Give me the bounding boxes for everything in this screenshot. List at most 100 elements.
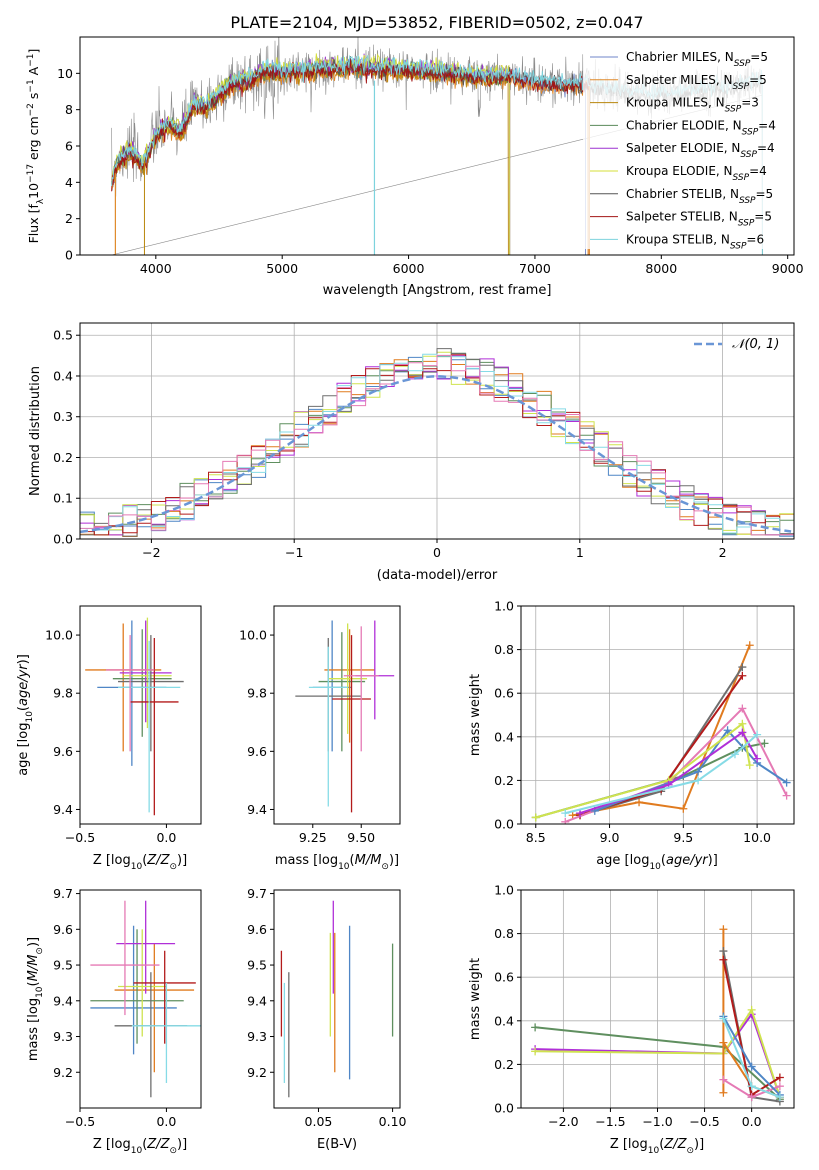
- y-axis-label: Flux [fλ10−17 erg cm−2 s−1 A−1]: [26, 49, 46, 244]
- weight-point-marker: [635, 798, 644, 807]
- spectrum-legend: Chabrier MILES, NSSP=5 Salpeter MILES, NS…: [583, 45, 788, 251]
- y-tick-label: 8: [65, 102, 73, 117]
- x-tick-label: −1.5: [595, 1114, 625, 1129]
- weight-point-marker: [745, 761, 754, 770]
- y-tick-label: 10.0: [45, 628, 73, 643]
- y-tick-label: 10: [57, 66, 73, 81]
- x-tick-label: 0.0: [156, 830, 176, 845]
- axes-mass-vs-Z: −0.5 0.0 9.2 9.3 9.4 9.5 9.6 9.7: [53, 886, 202, 1129]
- histogram-step: [80, 354, 794, 536]
- y-tick-label: 9.7: [53, 886, 73, 901]
- x-tick-label: 9.50: [347, 830, 375, 845]
- y-tick-label: 0.2: [494, 773, 514, 788]
- x-tick-label: 8000: [645, 261, 677, 276]
- x-tick-label: 6000: [393, 261, 425, 276]
- y-axis-label: mass [log10(M/M⊙)]: [26, 937, 45, 1061]
- y-tick-label: 9.5: [247, 958, 267, 973]
- y-tick-label: 0.4: [53, 368, 73, 383]
- x-tick-label: −1: [285, 545, 303, 560]
- plot-area: [531, 641, 791, 824]
- y-tick-label: 0.2: [53, 450, 73, 465]
- x-tick-label: 0.0: [742, 1114, 762, 1129]
- x-axis-label: mass [log10(M/M⊙)]: [275, 853, 399, 872]
- weight-point-marker: [745, 641, 754, 650]
- y-tick-label: 9.6: [53, 922, 73, 937]
- weight-point-marker: [747, 1062, 756, 1071]
- axes-frame: [520, 605, 795, 825]
- x-tick-label: 0.10: [379, 1114, 407, 1129]
- x-axis-label: Z [log10(Z/Z⊙)]: [93, 853, 187, 872]
- figure-title: PLATE=2104, MJD=53852, FIBERID=0502, z=0…: [230, 13, 643, 32]
- weight-point-marker: [694, 767, 703, 776]
- legend-label: Chabrier STELIB, NSSP=5: [626, 187, 773, 206]
- x-tick-label: 8.5: [526, 830, 546, 845]
- weight-point-marker: [561, 817, 570, 824]
- y-tick-label: 1.0: [494, 599, 514, 614]
- weight-series-line: [579, 730, 758, 815]
- axes-mass-vs-EBV: 0.05 0.10 9.2 9.3 9.4 9.5 9.6 9.7: [247, 886, 406, 1129]
- y-tick-label: 0.6: [494, 970, 514, 985]
- y-tick-label: 6: [65, 139, 73, 154]
- legend-label: Salpeter MILES, NSSP=5: [626, 73, 767, 92]
- x-tick-label: −2.0: [548, 1114, 578, 1129]
- model-spectrum-line: [111, 62, 509, 255]
- weight-point-marker: [738, 719, 747, 728]
- x-tick-label: 9.0: [600, 830, 620, 845]
- weight-point-marker: [747, 1093, 756, 1102]
- model-spectrum-line: [111, 62, 589, 255]
- x-axis-label: E(B-V): [317, 1137, 357, 1152]
- y-tick-label: 9.4: [247, 993, 267, 1008]
- x-tick-label: 9000: [772, 261, 804, 276]
- y-tick-label: 0.3: [53, 409, 73, 424]
- x-tick-label: 0: [433, 545, 441, 560]
- y-tick-label: 9.6: [247, 744, 267, 759]
- y-tick-label: 0.2: [494, 1057, 514, 1072]
- x-tick-label: 9.25: [299, 830, 327, 845]
- y-tick-label: 9.2: [53, 1065, 73, 1080]
- weight-point-marker: [679, 804, 688, 813]
- y-axis-label: age [log10(age/yr)]: [16, 654, 35, 776]
- legend-label: Salpeter ELODIE, NSSP=4: [626, 141, 775, 160]
- x-axis-label: (data-model)/error: [377, 568, 498, 583]
- axes-frame: [79, 605, 202, 825]
- axes-age-vs-mass: 9.25 9.50 9.4 9.6 9.8 10.0: [239, 605, 401, 845]
- x-tick-label: −2: [142, 545, 160, 560]
- x-tick-label: 9.5: [673, 830, 693, 845]
- y-tick-label: 0: [65, 248, 73, 263]
- weight-point-marker: [738, 663, 747, 672]
- y-tick-label: 1.0: [494, 883, 514, 898]
- legend-label: 𝒩(0, 1): [732, 337, 779, 352]
- model-spectrum-line: [111, 59, 590, 255]
- legend-label: Kroupa MILES, NSSP=3: [626, 96, 759, 115]
- x-tick-label: 10.0: [743, 830, 771, 845]
- plot-area: [531, 925, 784, 1106]
- weight-point-marker: [775, 1073, 784, 1082]
- x-tick-label: 7000: [519, 261, 551, 276]
- y-tick-label: 0.0: [494, 1101, 514, 1116]
- y-tick-label: 2: [65, 211, 73, 226]
- y-tick-label: 0.4: [494, 1013, 514, 1028]
- y-tick-label: 0.8: [494, 642, 514, 657]
- axes-frame: [273, 605, 401, 825]
- weight-point-marker: [738, 671, 747, 680]
- weight-point-marker: [775, 1093, 784, 1102]
- y-tick-label: 0.0: [494, 817, 514, 832]
- x-tick-label: −0.5: [689, 1114, 719, 1129]
- weight-series-line: [565, 733, 758, 815]
- y-axis-label: mass weight: [468, 674, 483, 756]
- y-tick-label: 9.2: [247, 1065, 267, 1080]
- x-tick-label: 0.05: [305, 1114, 333, 1129]
- y-tick-label: 9.3: [53, 1029, 73, 1044]
- weight-point-marker: [730, 750, 739, 759]
- weight-point-marker: [753, 754, 762, 763]
- weight-point-marker: [531, 1047, 540, 1056]
- weight-point-marker: [782, 778, 791, 787]
- weight-point-marker: [738, 704, 747, 713]
- weight-point-marker: [738, 728, 747, 737]
- y-tick-label: 9.7: [247, 886, 267, 901]
- plot-layer: 4000 5000 6000 7000 8000 90000246810Chabrier …: [16, 36, 804, 1156]
- y-tick-label: 0.0: [53, 532, 73, 547]
- y-tick-label: 9.6: [247, 922, 267, 937]
- x-tick-label: 0.0: [156, 1114, 176, 1129]
